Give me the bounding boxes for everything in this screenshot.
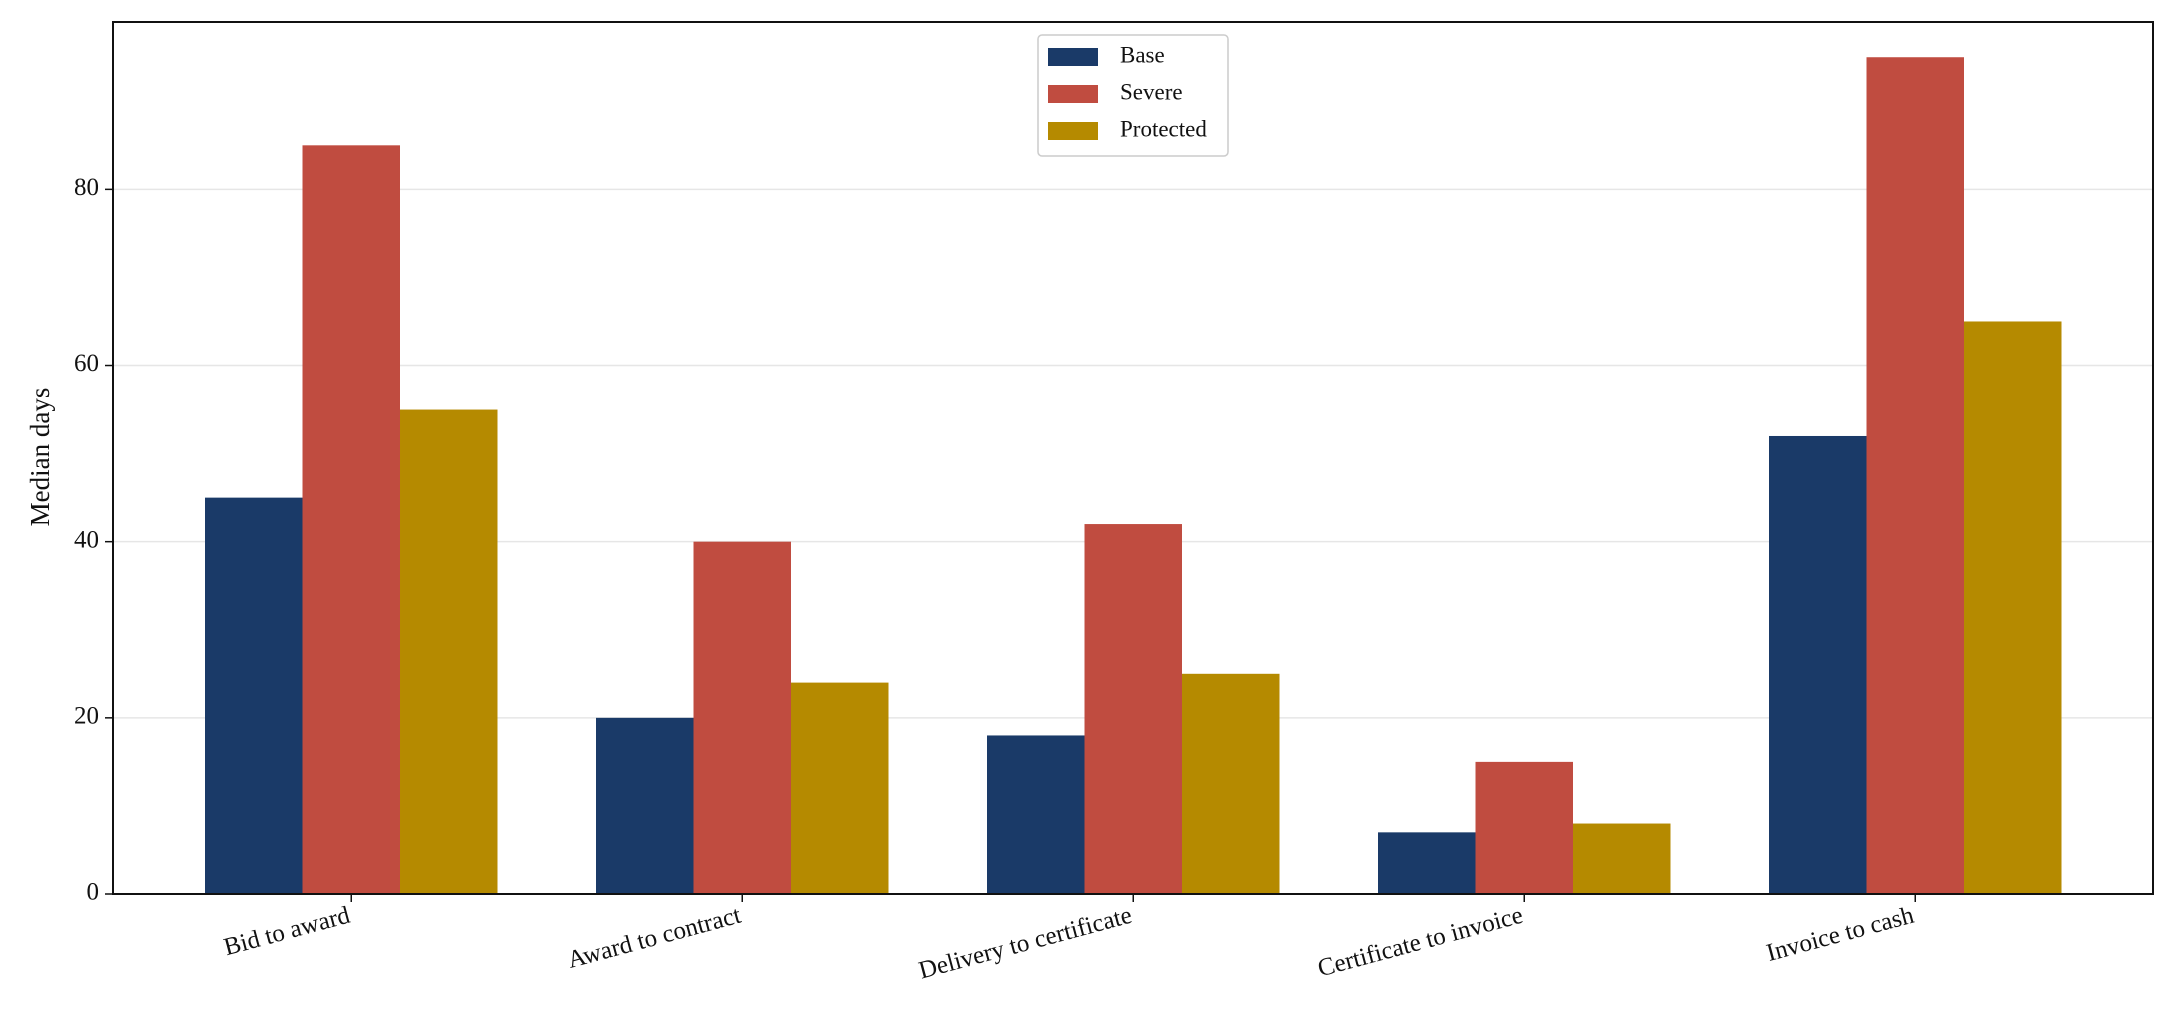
legend: Base Severe Protected <box>1037 34 1229 157</box>
x-tick-label: Certificate to invoice <box>1315 902 1526 983</box>
bar-protected <box>400 409 498 894</box>
bar-severe <box>302 145 400 895</box>
y-tick-label: 0 <box>87 879 100 906</box>
legend-swatch-base <box>1048 48 1098 66</box>
legend-swatch-protected <box>1048 122 1098 140</box>
bar-base <box>596 717 694 894</box>
x-tick-label: Award to contract <box>565 902 744 974</box>
bar-base <box>1769 435 1867 894</box>
bar-base <box>1378 832 1476 894</box>
y-tick-label: 20 <box>74 703 99 730</box>
bar-protected <box>1573 823 1671 894</box>
bar-base <box>987 735 1085 894</box>
legend-swatch-severe <box>1048 85 1098 103</box>
bar-protected <box>791 682 889 894</box>
legend-label: Base <box>1120 42 1165 67</box>
bar-protected <box>1182 673 1280 894</box>
x-tick-label: Invoice to cash <box>1764 902 1918 967</box>
x-ticks: Bid to award Award to contract Delivery to… <box>221 894 1917 985</box>
x-tick-label: Delivery to certificate <box>916 902 1135 985</box>
bar-severe <box>1866 57 1964 895</box>
y-tick-label: 40 <box>74 526 99 553</box>
y-ticks: 0 20 40 60 80 <box>74 174 113 906</box>
x-tick-label: Bid to award <box>221 902 353 962</box>
bar-base <box>205 497 303 894</box>
y-tick-label: 60 <box>74 350 99 377</box>
bar-severe <box>1475 761 1573 894</box>
legend-label: Severe <box>1120 79 1183 104</box>
y-axis-title: Median days <box>25 388 55 527</box>
bars <box>205 57 2062 895</box>
bar-protected <box>1964 321 2062 895</box>
y-tick-label: 80 <box>74 174 99 201</box>
bar-severe <box>1084 524 1182 894</box>
legend-label: Protected <box>1120 116 1207 141</box>
bar-severe <box>693 541 791 894</box>
